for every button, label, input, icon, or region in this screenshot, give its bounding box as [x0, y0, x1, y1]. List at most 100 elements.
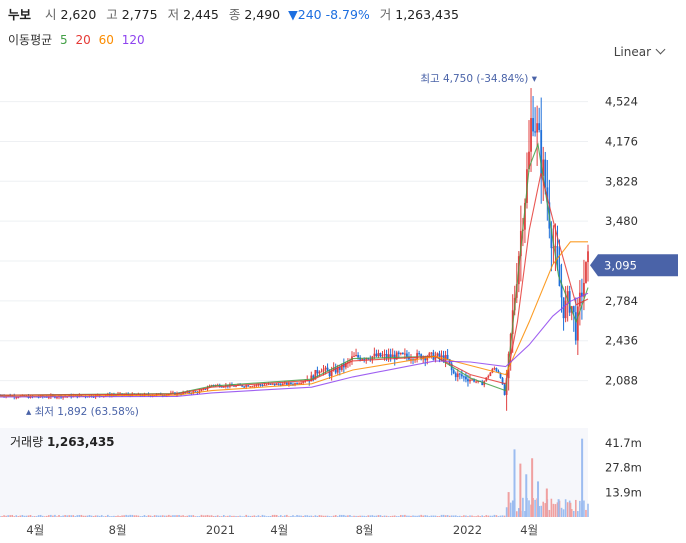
candle-body: [477, 380, 480, 382]
volume-bar: [397, 516, 400, 517]
volume-bar: [143, 515, 146, 517]
volume-bar: [330, 516, 333, 517]
candle-body: [556, 246, 559, 265]
volume-bar: [17, 516, 20, 517]
volume-bar: [13, 516, 16, 517]
candle-body: [462, 376, 465, 378]
volume-bar: [279, 515, 282, 517]
volume-bar: [184, 516, 186, 517]
scale-selector[interactable]: Linear: [614, 44, 666, 59]
volume-bar: [15, 515, 18, 517]
volume-panel-bg: [0, 428, 588, 517]
volume-bar: [412, 515, 414, 517]
candle-body: [251, 386, 254, 388]
volume-bar: [227, 515, 229, 517]
candle-body: [538, 123, 541, 131]
volume-bar: [404, 514, 406, 517]
volume-bar: [96, 515, 99, 517]
volume-bar: [548, 509, 551, 517]
candle-body: [560, 286, 563, 298]
close-value: 2,490: [244, 7, 281, 22]
volume-bar: [265, 516, 268, 517]
volume-bar: [540, 505, 543, 517]
volume-bar: [410, 515, 412, 517]
candle-body: [328, 371, 331, 377]
candle-body: [460, 374, 463, 377]
candle-body: [473, 379, 475, 382]
x-tick-label: 8월: [356, 523, 374, 537]
price-tick-label: 2,436: [605, 334, 638, 348]
candle-body: [434, 355, 437, 360]
volume-bar: [471, 515, 473, 517]
volume-bar: [518, 508, 520, 517]
volume-bar: [465, 515, 467, 517]
ma-120-label[interactable]: 120: [121, 33, 145, 47]
candle-body: [458, 373, 461, 375]
candle-body: [261, 384, 264, 386]
candle-body: [475, 381, 477, 383]
candle-body: [316, 370, 319, 374]
volume-bar: [375, 515, 378, 517]
volume-bar: [200, 514, 203, 517]
volume-bar: [511, 500, 514, 517]
volume-bar: [145, 516, 148, 517]
candle-body: [353, 355, 355, 357]
volume-bar: [170, 515, 172, 517]
volume-spike: [513, 449, 516, 517]
ma-legend-label: 이동평균: [8, 33, 53, 47]
volume-bar: [194, 516, 197, 517]
volume-bar: [574, 499, 577, 517]
candle-body: [383, 354, 386, 356]
volume-bar: [308, 515, 311, 517]
candle-body: [574, 312, 577, 341]
volume-bar: [414, 515, 416, 517]
volume-bar: [261, 514, 264, 517]
ma-5-label[interactable]: 5: [60, 33, 68, 47]
candle-body: [288, 382, 290, 385]
volume-bar: [389, 516, 392, 517]
volume-bar: [487, 515, 490, 517]
candle-body: [536, 123, 539, 133]
volume-bar: [257, 515, 260, 517]
volume-bar: [448, 515, 451, 517]
candle-body: [495, 368, 498, 371]
volume-bar: [186, 515, 188, 517]
volume-bar: [172, 515, 174, 517]
candle-body: [361, 359, 364, 361]
volume-bar: [314, 515, 317, 517]
candle-body: [257, 384, 260, 386]
price-tick-label: 2,784: [605, 294, 638, 308]
candle-body: [403, 353, 406, 355]
volume-bar: [149, 515, 152, 517]
volume-bar: [104, 516, 107, 517]
candle-body: [397, 352, 400, 355]
volume-bar: [100, 515, 103, 517]
volume-bar: [473, 516, 475, 517]
candle-body: [481, 381, 484, 386]
candle-body: [300, 382, 303, 384]
volume-bar: [109, 516, 111, 517]
ma-20-line: [0, 172, 589, 396]
volume-bar: [37, 515, 40, 517]
candle-body: [428, 353, 431, 358]
volume-bar: [363, 515, 365, 517]
min-marker-label: ▴ 최저 1,892 (63.58%): [26, 406, 139, 418]
ma-5-line: [0, 142, 589, 396]
volume-bar: [442, 514, 445, 517]
volume-bar: [440, 514, 443, 517]
candle-body: [546, 187, 549, 203]
ma-20-label[interactable]: 20: [75, 33, 91, 47]
volume-bar: [178, 515, 180, 517]
volume-bar: [493, 514, 496, 517]
ma-60-label[interactable]: 60: [98, 33, 114, 47]
candle-body: [304, 380, 307, 382]
volume-bar: [137, 515, 140, 517]
high-value: 2,775: [121, 7, 158, 22]
volume-bar: [188, 515, 191, 517]
x-tick-label: 8월: [109, 523, 127, 537]
volume-bar: [229, 515, 231, 517]
volume-bar: [174, 515, 176, 517]
volume-bar: [237, 516, 239, 517]
volume-bar: [564, 499, 567, 517]
